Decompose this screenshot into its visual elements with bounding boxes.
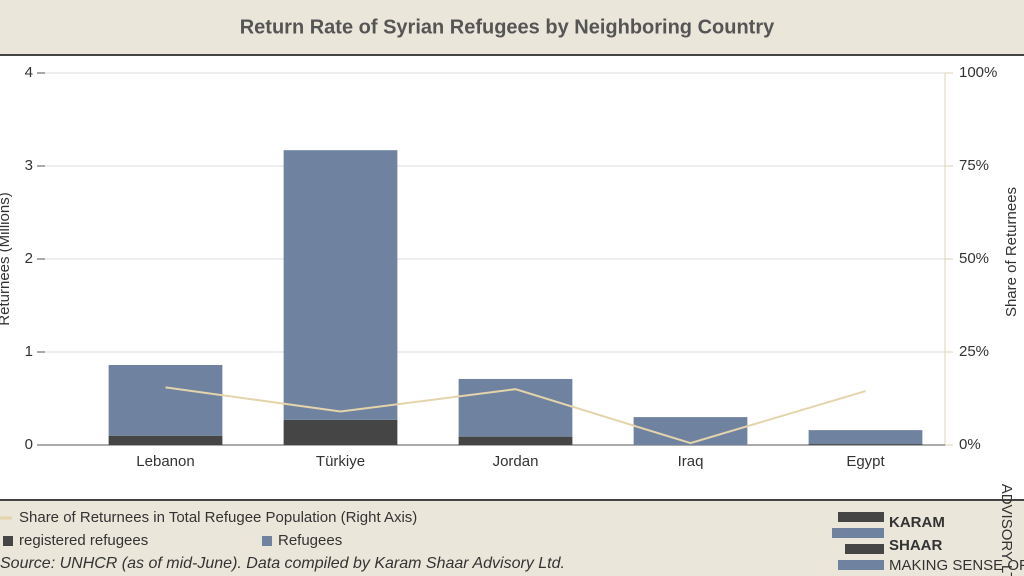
logo-bar	[838, 560, 884, 570]
bar	[108, 365, 223, 436]
y-tick-label: 2	[25, 250, 33, 267]
y-tick-label: 0	[25, 436, 33, 453]
y-axis-title: Returnees (Millions)	[0, 192, 13, 325]
chart-title: Return Rate of Syrian Refugees by Neighb…	[240, 16, 775, 38]
logo-name: SHAAR	[889, 537, 943, 554]
y2-tick-label: 100%	[959, 64, 997, 81]
y2-tick-label: 50%	[959, 250, 989, 267]
legend-swatch	[3, 536, 13, 546]
bar	[108, 435, 223, 445]
logo-tagline: MAKING SENSE OF SYRIA'S ECONOMY	[889, 557, 1024, 574]
logo-bar	[832, 528, 884, 538]
legend-label: Refugees	[278, 532, 342, 549]
logo-bar	[838, 512, 884, 522]
logo-suffix: ADVISORY LTD.	[998, 484, 1015, 576]
bar	[458, 436, 573, 445]
bar	[808, 430, 923, 445]
logo: KARAM SHAAR MAKING SENSE OF SYRIA'S ECON…	[832, 484, 1024, 576]
bar	[283, 150, 398, 420]
x-tick-label: Lebanon	[136, 453, 194, 470]
logo-name: KARAM	[889, 514, 945, 531]
bar	[458, 378, 573, 437]
x-tick-label: Iraq	[678, 453, 704, 470]
y2-tick-label: 0%	[959, 436, 981, 453]
bar	[808, 444, 923, 445]
y-tick-label: 4	[25, 64, 33, 81]
y-tick-label: 3	[25, 157, 33, 174]
legend-label: registered refugees	[19, 532, 148, 549]
y-tick-label: 1	[25, 343, 33, 360]
share-line	[165, 386, 866, 445]
y2-axis-title: Share of Returnees	[1003, 187, 1020, 317]
legend-label: Share of Returnees in Total Refugee Popu…	[19, 509, 417, 526]
legend-swatch	[262, 536, 272, 546]
bar	[283, 419, 398, 445]
header-band	[0, 0, 1024, 55]
x-tick-label: Egypt	[846, 453, 885, 470]
source-note: Source: UNHCR (as of mid-June). Data com…	[0, 555, 565, 572]
x-tick-label: Jordan	[493, 453, 539, 470]
logo-bar	[845, 544, 884, 554]
x-tick-label: Türkiye	[316, 453, 365, 470]
y2-tick-label: 75%	[959, 157, 989, 174]
y2-tick-label: 25%	[959, 343, 989, 360]
